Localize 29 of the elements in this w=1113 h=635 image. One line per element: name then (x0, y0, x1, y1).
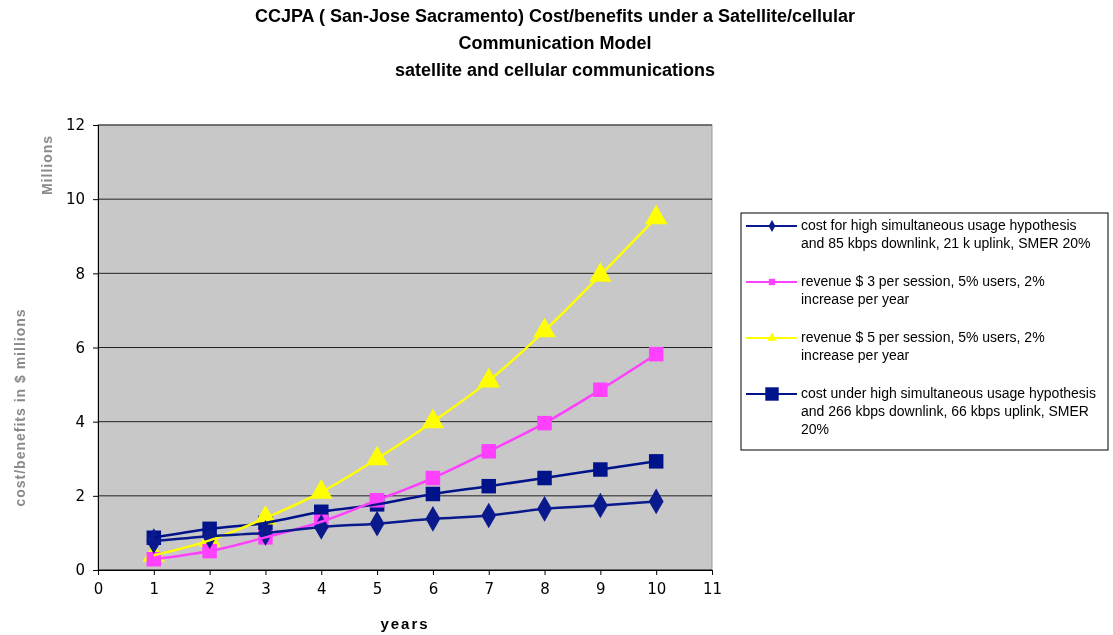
y-tick-label: 4 (75, 412, 85, 431)
legend-label: revenue $ 3 per session, 5% users, 2% increase per year (801, 273, 1045, 307)
x-tick-label: 10 (647, 579, 667, 598)
y-tick-label: 12 (65, 116, 85, 135)
x-tick-label: 3 (261, 579, 271, 598)
x-tick-label: 2 (205, 579, 215, 598)
chart-subtitle: satellite and cellular communications (394, 60, 716, 80)
x-tick-label: 4 (317, 579, 327, 598)
x-tick-label: 6 (428, 579, 439, 598)
y-tick-label: 8 (75, 264, 85, 283)
point (648, 454, 664, 469)
x-tick-label: 11 (702, 579, 723, 598)
x-tick-label: 9 (596, 579, 606, 598)
y-tick-label: 2 (75, 487, 85, 506)
x-tick-label: 5 (372, 579, 383, 598)
y-tick-label: 10 (65, 190, 85, 209)
y-axis-title: cost/benefits in $ millions (12, 308, 28, 507)
text: Millions (39, 134, 55, 196)
point (644, 204, 668, 225)
legend-label: cost for high simultaneous usage hypothesis and 85 kbps downlink, 21 k uplink, SMER 20% (801, 217, 1091, 251)
x-tick-label: 8 (540, 579, 550, 598)
x-tick-label: 1 (149, 579, 160, 598)
x-tick-label: 7 (484, 579, 494, 598)
legend-label: revenue $ 5 per session, 5% users, 2% increase per year (801, 329, 1045, 363)
x-axis-title: years (380, 615, 430, 632)
y-tick-label: 6 (75, 338, 85, 357)
legend-label: cost under high simultaneous usage hypothesis and 266 kbps downlink, 66 kbps uplink, SMER 20% (801, 385, 1096, 437)
y-tick-label: 0 (75, 561, 85, 580)
x-tick-label: 0 (93, 579, 104, 598)
